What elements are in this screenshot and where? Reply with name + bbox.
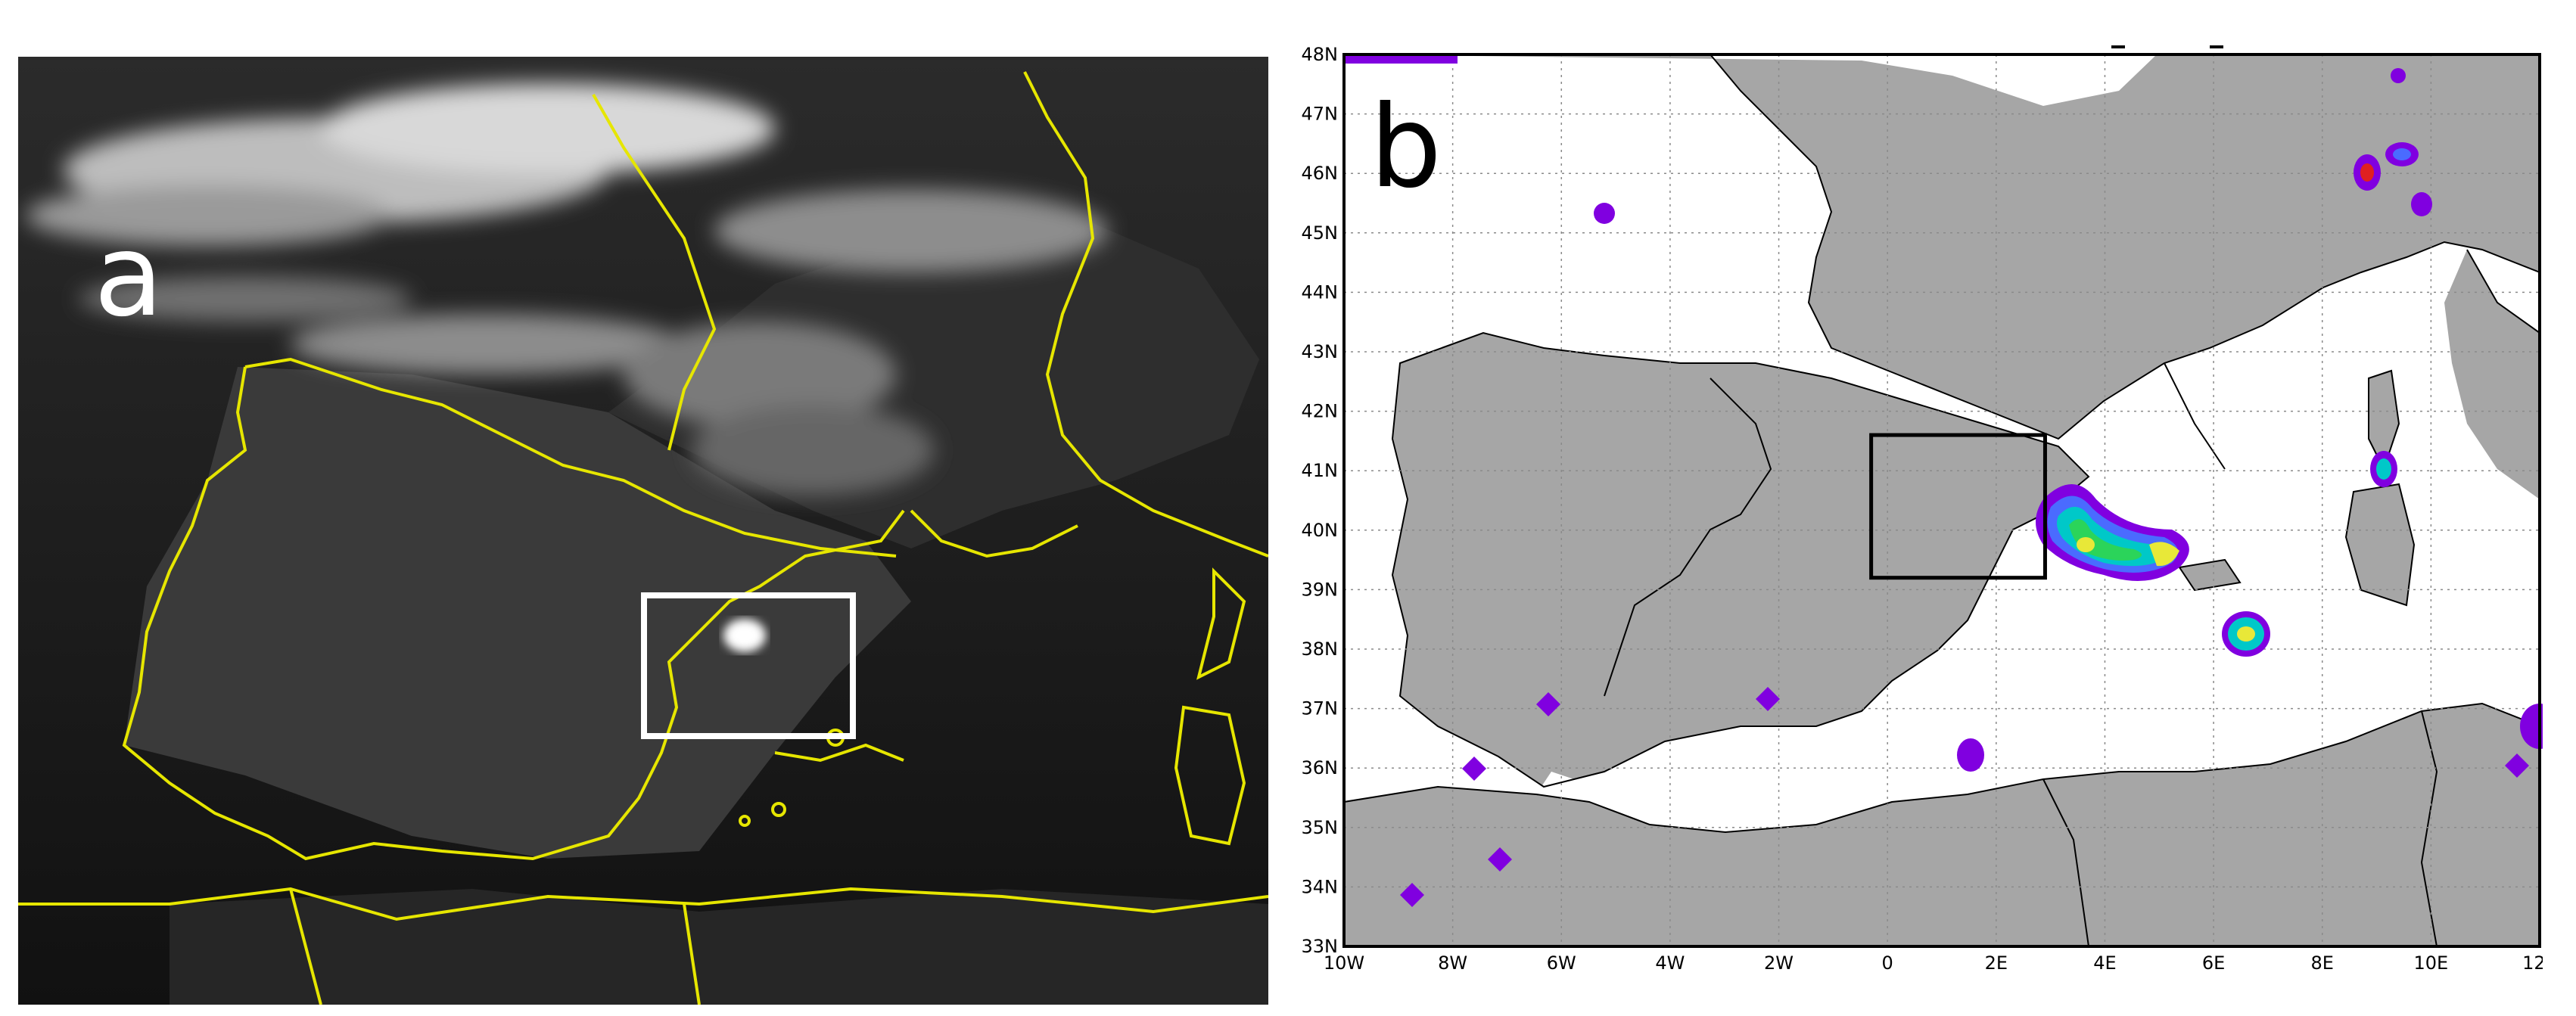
precip-cell-corsica-l2 [2376,458,2391,480]
lat-tick-label: 45N [1302,222,1339,244]
lat-tick-label: 39N [1302,579,1339,600]
tick-mark [2210,45,2223,48]
precip-map-panel: 48N 47N 46N 45N 44N 43N 42N 41N 40N 39N 38N 37N 36N 3… [1286,44,2559,1013]
lat-tick-labels: 48N 47N 46N 45N 44N 43N 42N 41N 40N 39N 38N 37N 36N 3… [1302,44,1339,957]
lon-tick-label: 2W [1764,952,1794,974]
precip-cell-main-east [2149,542,2179,567]
lat-tick-label: 41N [1302,460,1339,481]
precip-cell-nw-edge [1344,54,1458,64]
precip-cell-biscay [1594,203,1615,224]
lat-tick-label: 46N [1302,163,1339,184]
africa-land [170,889,1268,1005]
graticule [1344,54,2540,946]
lat-tick-label: 33N [1302,936,1339,957]
precip-cell-main-core [2077,537,2095,552]
precip-map: 48N 47N 46N 45N 44N 43N 42N 41N 40N 39N 38N 37N 36N 3… [1302,44,2559,974]
lon-tick-label: 0 [1882,952,1893,974]
precip-cell-alps3 [2411,192,2432,216]
sardinia [2346,484,2414,605]
lat-tick-label: 47N [1302,104,1339,125]
panel-label-a: a [94,210,163,342]
lon-tick-label: 8E [2311,952,2334,974]
italy-land [2444,250,2540,499]
lat-tick-label: 44N [1302,281,1339,303]
mallorca [2179,560,2240,590]
lat-tick-label: 36N [1302,757,1339,778]
tick-mark [2111,45,2125,48]
lon-tick-label: 6W [1547,952,1576,974]
land-layer [1344,54,2540,946]
lat-tick-label: 34N [1302,876,1339,897]
map-frame [1342,53,2541,948]
lon-tick-label: 12E [2522,952,2543,974]
lat-tick-label: 38N [1302,638,1339,660]
coastline-outlines [1344,54,2540,946]
precip-cell-sw3 [1488,847,1512,872]
france-land [1344,54,2540,439]
lon-tick-label: 10E [2414,952,2449,974]
iberia-land [1392,333,2089,787]
highlight-box [641,592,856,739]
lat-tick-label: 43N [1302,341,1339,362]
lon-tick-label: 8W [1438,952,1467,974]
precip-cell-se1 [2505,753,2529,778]
highlight-box [1869,433,2047,580]
precip-cell-alps-core [2360,163,2374,182]
panel-label-b: b [1370,82,1442,213]
precip-cell-north [2391,68,2406,83]
precip-cell-sw2 [1462,757,1486,781]
lon-tick-label: 4E [2093,952,2116,974]
africa-land [1344,704,2540,946]
lon-tick-label: 2E [1985,952,2008,974]
lat-tick-label: 42N [1302,401,1339,422]
satellite-image-panel: a [18,57,1268,1005]
precip-cell-balearic-core [2237,626,2255,642]
cloud-bands [26,83,1108,496]
precip-cell-sw1 [1536,692,1560,716]
lat-tick-label: 37N [1302,698,1339,719]
lat-tick-label: 40N [1302,520,1339,541]
precip-cell-alps2-l2 [2393,148,2411,160]
precip-cell-s2 [1957,738,1984,772]
lat-tick-label: 48N [1302,45,1339,65]
satellite-image [18,57,1268,1005]
lon-tick-labels: 10W 8W 6W 4W 2W 0 2E 4E 6E 8E 10E 12E [1324,952,2557,974]
lon-tick-label: 10W [1324,952,1364,974]
precip-cell-sw4 [1400,883,1424,907]
precip-cell-s1 [1756,687,1780,711]
strait [1536,772,1589,802]
lon-tick-label: 6E [2202,952,2225,974]
lat-tick-label: 35N [1302,817,1339,838]
lon-tick-label: 4W [1655,952,1685,974]
convective-cell [723,619,766,652]
coastlines [18,71,1268,1005]
